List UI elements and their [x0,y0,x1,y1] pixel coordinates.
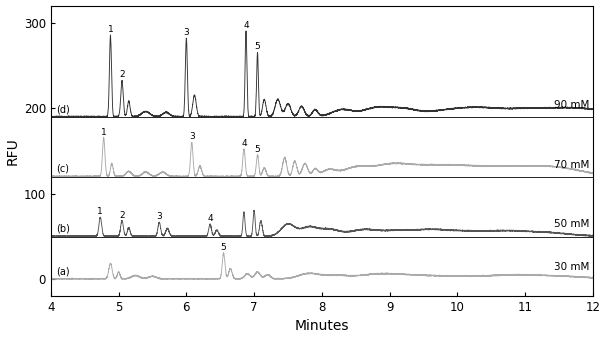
Y-axis label: RFU: RFU [5,137,19,165]
Text: 2: 2 [119,211,125,220]
Text: 5: 5 [255,144,261,154]
Text: 1: 1 [108,25,113,34]
Text: 4: 4 [207,214,213,223]
Text: 90 mM: 90 mM [554,100,590,110]
Text: 5: 5 [255,42,261,51]
Text: 5: 5 [221,243,227,252]
Text: (a): (a) [56,266,70,276]
Text: (b): (b) [56,224,70,234]
Text: 1: 1 [101,128,107,137]
Text: 3: 3 [184,28,189,37]
X-axis label: Minutes: Minutes [295,319,349,334]
Text: 3: 3 [189,132,195,141]
Text: 30 mM: 30 mM [554,262,590,272]
Text: 70 mM: 70 mM [554,160,590,170]
Text: (d): (d) [56,104,70,114]
Text: 4: 4 [243,21,249,30]
Text: 2: 2 [119,71,125,79]
Text: (c): (c) [56,164,69,174]
Text: 1: 1 [98,207,103,216]
Text: 50 mM: 50 mM [554,219,590,230]
Text: 3: 3 [156,212,162,221]
Text: 4: 4 [241,139,247,148]
